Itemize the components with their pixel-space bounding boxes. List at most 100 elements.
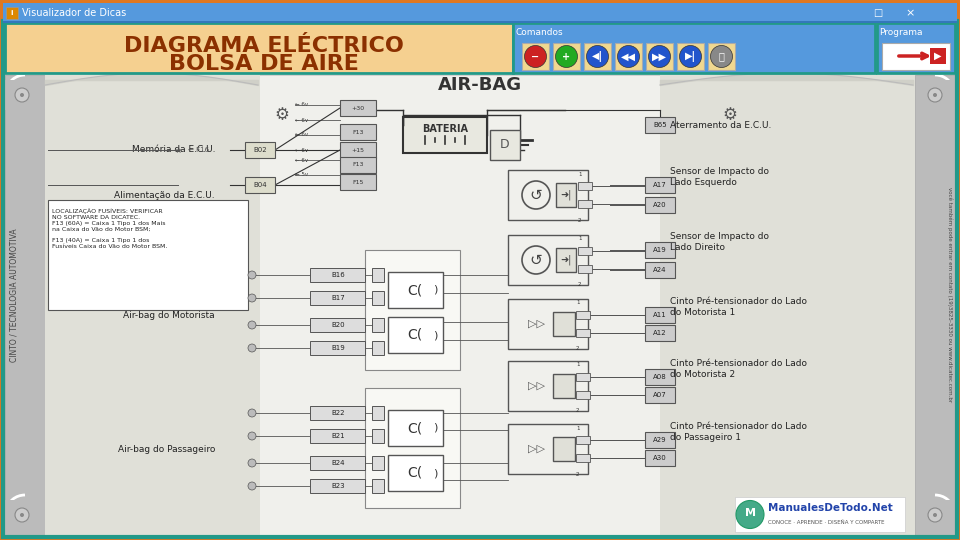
Text: Cinto Pré-tensionador do Lado
do Passageiro 1: Cinto Pré-tensionador do Lado do Passage…: [670, 422, 807, 442]
Bar: [3, 3, 957, 21]
Text: Sensor de Impacto do
Lado Esquerdo: Sensor de Impacto do Lado Esquerdo: [670, 167, 769, 187]
Text: ManualesDeTodo.Net: ManualesDeTodo.Net: [768, 503, 893, 513]
Text: 2: 2: [576, 471, 580, 476]
Text: ↺: ↺: [530, 253, 542, 267]
Bar: [576, 329, 590, 337]
Bar: [645, 387, 675, 403]
Text: A11: A11: [653, 312, 667, 318]
Bar: [645, 262, 675, 278]
Text: A08: A08: [653, 374, 667, 380]
Text: BOLSA DE AIRE: BOLSA DE AIRE: [169, 54, 359, 74]
Bar: [735, 497, 905, 532]
Circle shape: [20, 93, 24, 97]
Text: ▶: ▶: [934, 51, 942, 61]
Text: □: □: [874, 8, 882, 18]
Circle shape: [15, 88, 29, 102]
Circle shape: [617, 45, 639, 68]
Text: −: −: [532, 51, 540, 62]
Circle shape: [15, 508, 29, 522]
Bar: [584, 43, 611, 70]
Bar: [915, 75, 955, 535]
Bar: [645, 242, 675, 258]
Bar: [578, 247, 592, 255]
Bar: [556, 183, 576, 207]
Text: Programa: Programa: [879, 28, 923, 37]
Text: A24: A24: [653, 267, 667, 273]
Text: você também pode entrar em contato (19)3825-3330 ou www.dicatec.com.br: você também pode entrar em contato (19)3…: [948, 187, 952, 402]
Bar: [553, 43, 580, 70]
Text: A30: A30: [653, 455, 667, 461]
Text: +30: +30: [351, 105, 365, 111]
Bar: [310, 318, 365, 332]
Bar: [388, 317, 443, 353]
Text: ← 6v: ← 6v: [295, 118, 308, 123]
Text: ×: ×: [905, 8, 915, 18]
Text: B23: B23: [331, 483, 345, 489]
Bar: [45, 75, 260, 535]
Bar: [3, 21, 957, 23]
Circle shape: [248, 294, 256, 302]
Bar: [660, 75, 915, 535]
Bar: [310, 406, 365, 420]
Bar: [245, 142, 275, 158]
Bar: [388, 455, 443, 491]
Text: B16: B16: [331, 272, 345, 278]
Bar: [553, 437, 575, 461]
Text: C(: C(: [407, 466, 422, 480]
Bar: [576, 454, 590, 462]
Circle shape: [556, 45, 578, 68]
Bar: [576, 311, 590, 319]
Bar: [578, 265, 592, 273]
Circle shape: [680, 45, 702, 68]
Bar: [578, 200, 592, 208]
Bar: [5, 500, 30, 535]
Text: ): ): [433, 468, 437, 478]
Bar: [340, 157, 376, 173]
Circle shape: [933, 513, 937, 517]
Circle shape: [933, 93, 937, 97]
Bar: [576, 436, 590, 444]
Bar: [556, 248, 576, 272]
Bar: [310, 429, 365, 443]
Text: 2: 2: [578, 282, 582, 287]
Text: LOCALIZAÇÃO FUSÍVEIS: VERIFICAR
NO SOFTWARE DA DICATEC.
F13 (60A) = Caixa 1 Tipo: LOCALIZAÇÃO FUSÍVEIS: VERIFICAR NO SOFTW…: [52, 208, 167, 249]
Circle shape: [710, 45, 732, 68]
Bar: [578, 182, 592, 190]
Text: ↺: ↺: [530, 187, 542, 202]
Text: 1: 1: [576, 362, 580, 368]
Text: ← 6v: ← 6v: [295, 132, 308, 138]
Bar: [522, 43, 549, 70]
Text: B21: B21: [331, 433, 345, 439]
Text: Cinto Pré-tensionador do Lado
do Motorista 1: Cinto Pré-tensionador do Lado do Motoris…: [670, 298, 807, 316]
Text: F13: F13: [352, 163, 364, 167]
Text: ▷▷: ▷▷: [528, 381, 545, 391]
Bar: [5, 80, 30, 110]
Bar: [646, 43, 673, 70]
Bar: [882, 43, 950, 70]
Bar: [513, 23, 875, 73]
Bar: [310, 291, 365, 305]
Text: Air-bag do Passageiro: Air-bag do Passageiro: [118, 446, 215, 455]
Text: ◀◀: ◀◀: [621, 51, 636, 62]
Text: ★: ★: [175, 145, 181, 154]
Bar: [576, 391, 590, 399]
Text: 1: 1: [578, 172, 582, 177]
Bar: [388, 272, 443, 308]
Bar: [508, 170, 588, 220]
Bar: [372, 479, 384, 493]
Circle shape: [20, 513, 24, 517]
Bar: [645, 307, 675, 323]
Text: ← 6v: ← 6v: [295, 158, 308, 163]
Text: +: +: [563, 51, 570, 62]
Circle shape: [248, 271, 256, 279]
Text: ▶|: ▶|: [684, 51, 696, 62]
Bar: [5, 23, 513, 73]
Circle shape: [524, 45, 546, 68]
Text: A29: A29: [653, 437, 667, 443]
Text: ): ): [433, 330, 437, 340]
Text: 1: 1: [576, 300, 580, 306]
Text: D: D: [500, 138, 510, 152]
Text: ▶▶: ▶▶: [652, 51, 667, 62]
Bar: [6, 7, 18, 19]
Bar: [403, 117, 487, 153]
